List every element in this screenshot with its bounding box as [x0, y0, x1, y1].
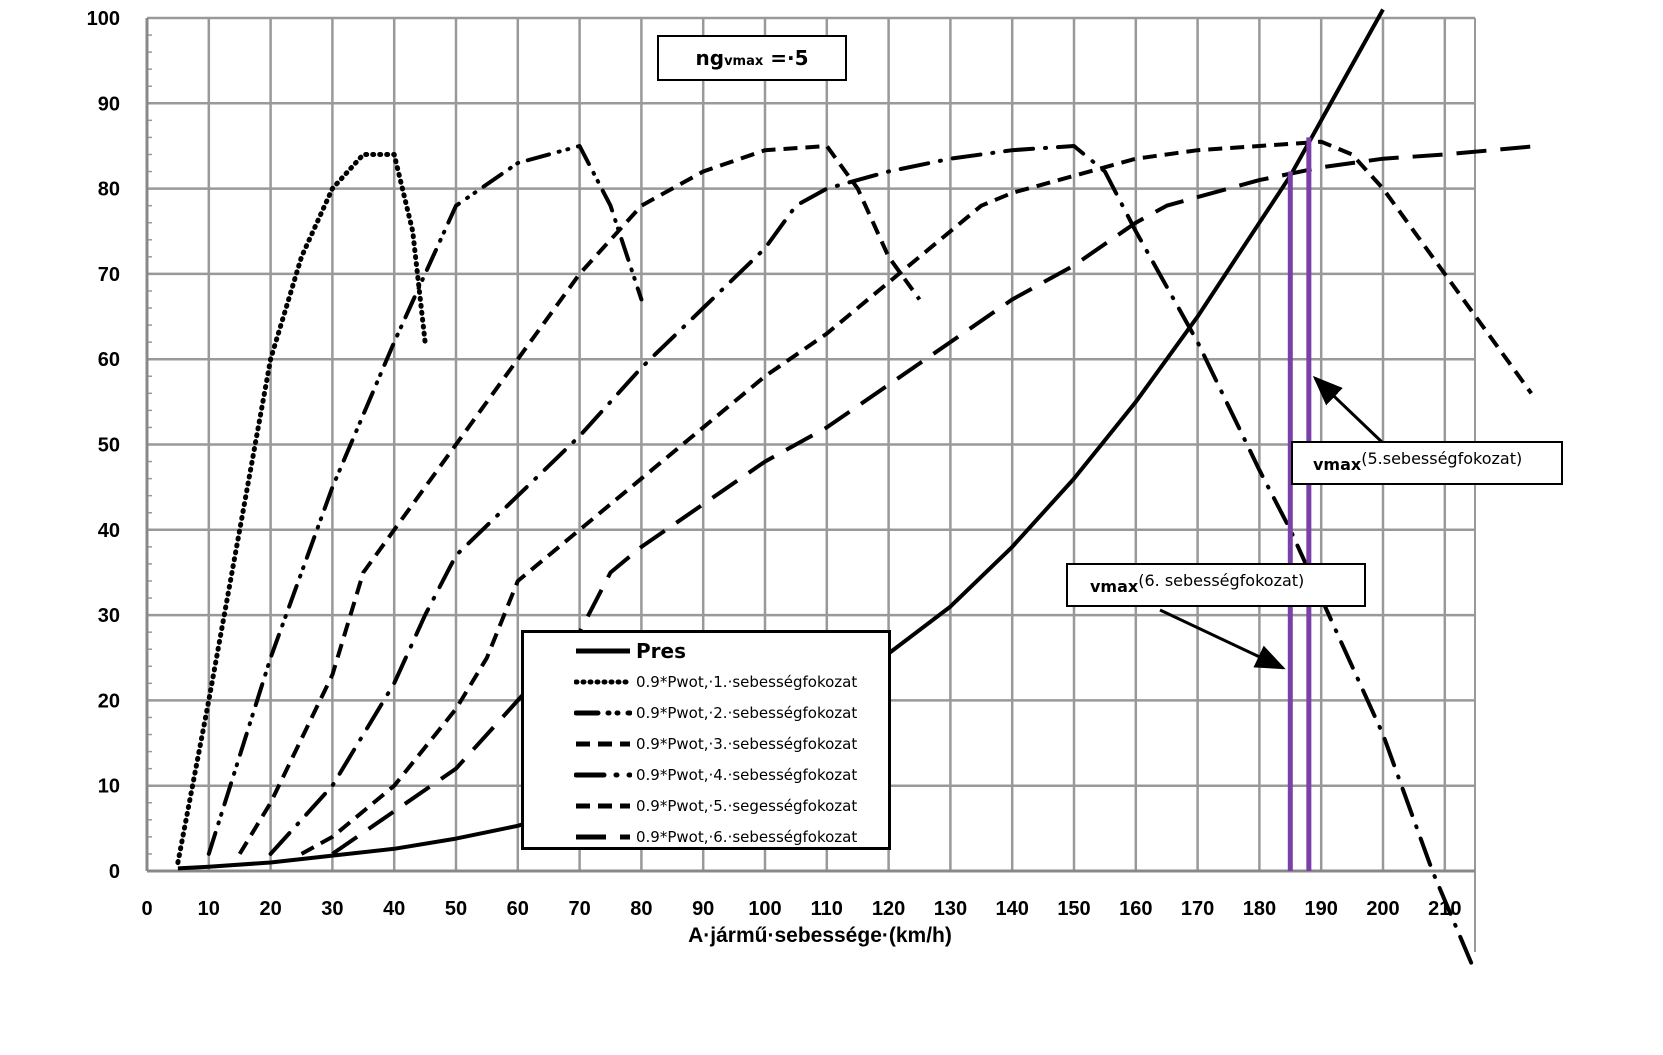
y-tick-label: 30	[98, 605, 120, 627]
legend-label: 0.9*Pwot,·3.·sebességfokozat	[636, 735, 858, 753]
y-tick-label: 10	[98, 776, 120, 798]
series-line-3	[237, 144, 922, 855]
y-tick-label: 100	[87, 8, 120, 30]
y-tick-label: 60	[98, 349, 120, 371]
x-tick-label: 180	[1243, 898, 1276, 920]
legend-label: Pres	[636, 639, 686, 663]
gear-annotation-value: =·5	[763, 46, 809, 70]
vmax6-text: (6. sebességfokozat)	[1138, 571, 1305, 590]
legend-swatch	[576, 834, 630, 840]
gear-annotation-main: ng	[695, 46, 725, 70]
x-tick-label: 50	[445, 898, 467, 920]
legend-swatch	[576, 741, 630, 747]
y-tick-label: 90	[98, 93, 120, 115]
y-tick-label: 40	[98, 520, 120, 542]
legend-label: 0.9*Pwot,·1.·sebességfokozat	[636, 673, 858, 691]
y-tick-label: 50	[98, 435, 120, 457]
x-tick-label: 130	[934, 898, 967, 920]
arrow-vmax6	[1159, 608, 1286, 670]
x-tick-label: 0	[141, 898, 152, 920]
gear-annotation-sub: vmax	[724, 54, 764, 69]
x-tick-label: 80	[630, 898, 652, 920]
x-tick-label: 60	[507, 898, 529, 920]
x-tick-label: 140	[996, 898, 1029, 920]
legend-label: 0.9*Pwot,·4.·sebességfokozat	[636, 766, 858, 784]
series-line-5	[300, 139, 1533, 856]
gear-annotation: ngvmax =·5	[657, 35, 847, 81]
y-tick-label: 70	[98, 264, 120, 286]
series-line-4	[268, 144, 1478, 976]
x-tick-label: 40	[383, 898, 405, 920]
vmax-markers	[1287, 137, 1312, 871]
legend-swatch	[574, 679, 632, 685]
legend: Pres 0.9*Pwot,·1.·sebességfokozat 0.9*Pwot…	[521, 630, 891, 850]
y-tick-label: 0	[109, 861, 120, 883]
x-tick-label: 150	[1057, 898, 1090, 920]
tick-labels: 0 10 20 30 40 50 60 70 80 90 100 110 120 130 140 150 160…	[87, 8, 1462, 920]
x-tick-label: 30	[321, 898, 343, 920]
x-tick-label: 90	[692, 898, 714, 920]
y-tick-label: 80	[98, 179, 120, 201]
y-tick-label: 20	[98, 690, 120, 712]
x-tick-label: 120	[872, 898, 905, 920]
x-tick-label: 210	[1428, 898, 1461, 920]
x-tick-label: 110	[811, 898, 843, 920]
series-line-1	[175, 152, 428, 865]
legend-label: 0.9*Pwot,·5.·segességfokozat	[636, 797, 858, 815]
arrow-vmax5	[1312, 375, 1387, 447]
legend-item: Pres	[574, 637, 686, 665]
x-tick-label: 200	[1366, 898, 1399, 920]
legend-label: 0.9*Pwot,·6.·sebességfokozat	[636, 828, 858, 846]
x-tick-label: 10	[198, 898, 220, 920]
legend-item: 0.9*Pwot,·5.·segességfokozat	[574, 792, 857, 820]
x-tick-label: 190	[1305, 898, 1338, 920]
legend-swatch	[574, 710, 632, 716]
legend-item: 0.9*Pwot,·1.·sebességfokozat	[574, 668, 857, 696]
legend-item: 0.9*Pwot,·6.·sebességfokozat	[574, 823, 857, 851]
legend-item: 0.9*Pwot,·3.·sebességfokozat	[574, 730, 857, 758]
vmax6-annotation: vmax(6. sebességfokozat)	[1066, 563, 1366, 607]
vmax5-text: (5.sebességfokozat)	[1361, 449, 1523, 468]
vmax5-label: vmax	[1313, 455, 1362, 474]
vmax5-annotation: vmax(5.sebességfokozat)	[1291, 441, 1563, 485]
legend-label: 0.9*Pwot,·2.·sebességfokozat	[636, 704, 858, 722]
vmax6-label: vmax	[1090, 577, 1139, 596]
x-tick-label: 170	[1181, 898, 1214, 920]
x-tick-label: 70	[568, 898, 590, 920]
legend-swatch	[574, 772, 632, 778]
x-axis-label: A·jármű·sebessége·(km/h)	[688, 924, 952, 947]
legend-swatch	[576, 803, 630, 809]
x-tick-label: 20	[259, 898, 281, 920]
x-tick-label: 100	[748, 898, 781, 920]
legend-item: 0.9*Pwot,·2.·sebességfokozat	[574, 699, 857, 727]
legend-item: 0.9*Pwot,·4.·sebességfokozat	[574, 761, 857, 789]
series-line-2	[206, 144, 644, 856]
x-tick-label: 160	[1119, 898, 1152, 920]
legend-swatch	[576, 648, 630, 654]
